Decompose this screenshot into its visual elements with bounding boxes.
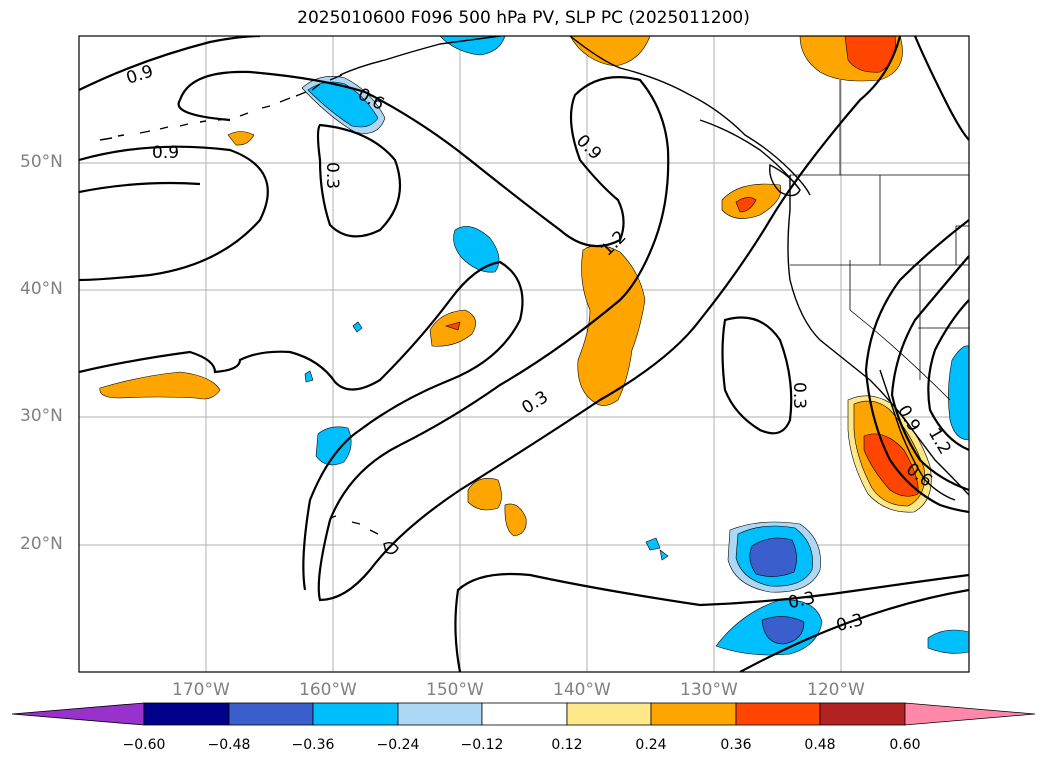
map-frame <box>78 35 970 673</box>
contour-label: 0.9 <box>152 143 179 163</box>
lon-label: 120°W <box>807 680 865 700</box>
vancouver-island <box>769 163 801 197</box>
colorbar-segment <box>735 702 821 726</box>
bc-coast <box>699 119 801 191</box>
colorbar-extend-high <box>904 702 1036 726</box>
contour-label: 0.3 <box>518 387 552 418</box>
colorbar-segment <box>143 702 230 726</box>
colorbar-tick: −0.24 <box>376 737 420 753</box>
contour-label: 0.9 <box>124 61 156 88</box>
colorbar-tick: −0.48 <box>207 737 251 753</box>
lat-label: 50°N <box>20 152 63 172</box>
coastlines <box>99 36 969 555</box>
alaska-peninsula <box>339 36 501 76</box>
colorbar-segment <box>819 702 906 726</box>
us-west-coast <box>787 175 969 496</box>
colorbar-segment <box>397 702 483 726</box>
contour-label: 0.3 <box>322 162 342 189</box>
contour-label: 1.2 <box>924 425 955 458</box>
colorbar-tick: 0.48 <box>804 737 836 753</box>
contour-label: 0.9 <box>572 131 605 164</box>
contour-label: 0.3 <box>834 610 865 636</box>
colorbar-tick: 0.24 <box>635 737 667 753</box>
pv-negative-anomaly-core <box>307 81 379 128</box>
colorbar-segment <box>566 702 652 726</box>
colorbar-segment <box>481 702 568 726</box>
hawaii-islands <box>329 515 399 555</box>
colorbar-segment <box>228 702 314 726</box>
colorbar <box>11 702 1036 726</box>
lon-label: 150°W <box>426 680 484 700</box>
baja <box>879 369 956 501</box>
colorbar-tick: −0.36 <box>291 737 335 753</box>
political-borders <box>790 80 969 401</box>
lon-label: 130°W <box>680 680 738 700</box>
aleutian-islands <box>99 74 343 141</box>
map-title: 2025010600 F096 500 hPa PV, SLP PC (2025… <box>297 8 750 28</box>
gridlines <box>79 36 969 672</box>
lat-label: 30°N <box>20 406 63 426</box>
colorbar-tick: −0.12 <box>460 737 504 753</box>
lon-label: 170°W <box>172 680 230 700</box>
lon-label: 160°W <box>299 680 357 700</box>
colorbar-tick: 0.12 <box>551 737 583 753</box>
colorbar-tick: −0.60 <box>122 737 166 753</box>
alaska-coast <box>569 36 811 196</box>
contour-label: 0.3 <box>789 382 809 409</box>
pv-shading <box>99 36 969 656</box>
lat-label: 20°N <box>20 534 63 554</box>
colorbar-extend-low <box>11 702 145 726</box>
lon-label: 140°W <box>553 680 611 700</box>
colorbar-segment <box>312 702 399 726</box>
colorbar-tick: 0.60 <box>889 737 921 753</box>
colorbar-segment <box>650 702 737 726</box>
slp-contours <box>79 36 969 672</box>
lat-label: 40°N <box>20 279 63 299</box>
colorbar-tick: 0.36 <box>720 737 752 753</box>
